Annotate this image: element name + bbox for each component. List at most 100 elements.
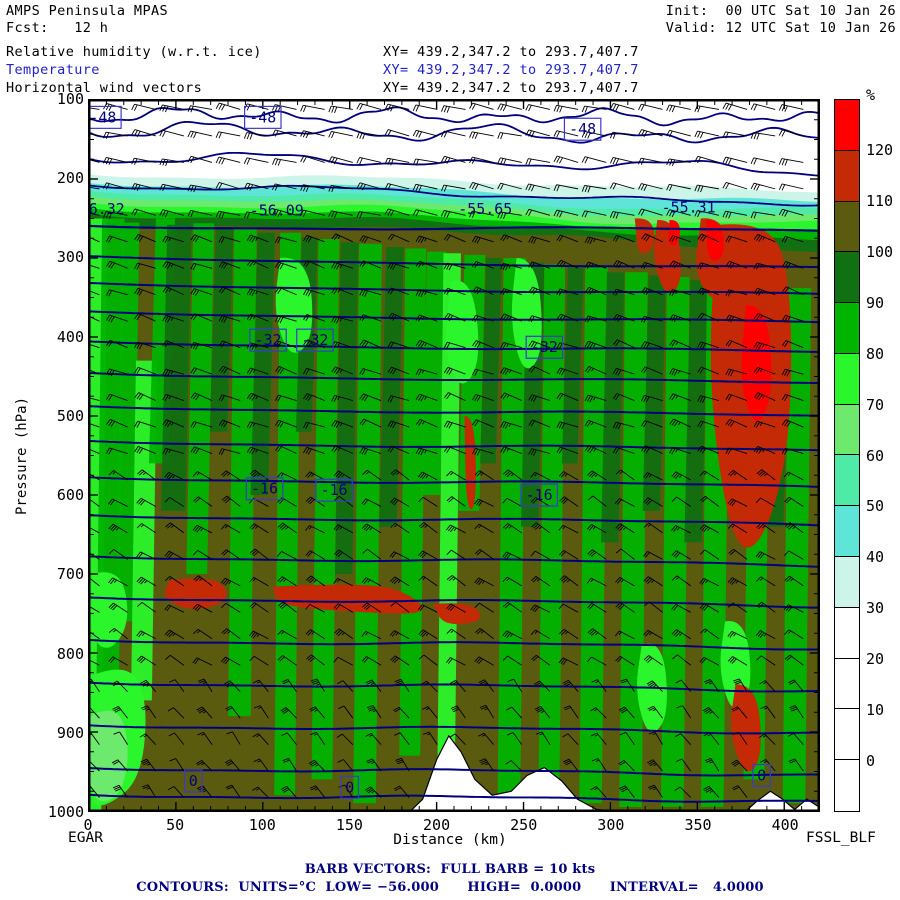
wind-barb	[305, 525, 325, 534]
wind-barb	[788, 758, 804, 772]
wind-barb	[556, 421, 579, 430]
temperature-contour	[89, 555, 819, 568]
wind-barb	[643, 472, 663, 481]
wind-barb	[215, 210, 241, 219]
wind-barb	[136, 655, 156, 666]
wind-barb	[778, 129, 804, 137]
field-label-rh: Relative humidity (w.r.t. ice)	[6, 44, 262, 60]
wind-barb	[356, 131, 382, 140]
wind-barb	[192, 524, 213, 534]
wind-barb	[669, 393, 691, 402]
wind-barb	[755, 630, 776, 640]
colorbar-band	[835, 455, 859, 507]
wind-barb	[308, 759, 326, 772]
wind-barb	[362, 602, 382, 613]
wind-barb	[502, 601, 523, 613]
wind-barb	[443, 233, 466, 243]
wind-barb	[638, 129, 663, 138]
wind-barb	[478, 679, 494, 692]
wind-barb	[197, 731, 213, 745]
cross-section-plot[interactable]: -48 -48 -48 -56.32 -56.09 -55.65 -55.31 -32 -32 -…	[88, 99, 820, 812]
x-tick-label: 250	[510, 816, 538, 834]
y-tick-label: 900	[56, 723, 84, 742]
wind-barb	[331, 394, 353, 402]
moist-streak	[209, 227, 234, 432]
wind-barb	[164, 497, 185, 507]
wind-barb	[105, 393, 128, 402]
temperature-contour	[89, 310, 819, 324]
wind-barb	[417, 604, 438, 613]
wind-barb	[750, 103, 776, 111]
contour-label: -16	[321, 481, 348, 499]
temperature-contour	[89, 151, 819, 177]
wind-barb	[412, 129, 438, 138]
wind-barb	[445, 657, 466, 666]
temperature-contour	[89, 184, 819, 207]
wind-barb	[755, 497, 776, 507]
wind-barb	[359, 314, 382, 322]
field-xy-wind: XY= 439.2,347.2 to 293.7,407.7	[383, 80, 639, 96]
wind-barb	[505, 706, 523, 719]
contour-label: 0	[345, 778, 354, 796]
wind-barb	[530, 575, 551, 587]
wind-barb	[581, 130, 607, 139]
colorbar-tick-label: 0	[866, 752, 876, 771]
wind-barb	[108, 549, 128, 560]
wind-barb	[275, 286, 297, 296]
wind-barb	[359, 447, 382, 456]
wind-barb	[525, 158, 551, 166]
wind-barb	[421, 706, 438, 719]
wind-barb	[728, 548, 748, 560]
contour-label-box	[183, 769, 203, 793]
wind-barb	[309, 785, 326, 798]
wind-barb	[722, 210, 748, 219]
contour-label: -48	[249, 108, 276, 126]
wind-barb	[753, 262, 776, 270]
wind-barb	[472, 286, 494, 296]
wind-barb	[105, 235, 128, 243]
wind-barb	[221, 602, 241, 613]
wind-barb	[584, 236, 607, 245]
wind-barb	[136, 497, 156, 507]
wind-barb	[725, 260, 748, 269]
wind-barb	[563, 705, 579, 719]
x-tick-label: 150	[335, 816, 363, 834]
wind-barb	[500, 313, 522, 322]
wind-barb	[218, 365, 241, 375]
wind-barb	[252, 679, 269, 692]
temperature-contour	[89, 340, 819, 353]
wind-barb	[643, 629, 663, 640]
wind-barb	[274, 261, 297, 270]
wind-barb	[303, 260, 325, 269]
wind-barb	[443, 262, 466, 271]
moist-streak	[116, 222, 140, 622]
wind-barb	[750, 157, 776, 165]
terrain-profile	[89, 734, 819, 811]
wind-barb	[671, 550, 691, 560]
wind-barb	[169, 758, 185, 772]
wind-barb	[333, 656, 354, 666]
plot-canvas: -48 -48 -48 -56.32 -56.09 -55.65 -55.31 -32 -32 -…	[89, 100, 819, 811]
colorbar[interactable]	[834, 99, 860, 812]
wind-barb	[753, 341, 776, 350]
wind-barb	[507, 678, 523, 692]
wind-barb	[140, 758, 157, 772]
wind-barb	[469, 102, 494, 110]
wind-barb	[131, 157, 156, 165]
wind-barb	[444, 392, 466, 402]
wind-barb	[530, 604, 551, 613]
contour-label: -32	[301, 331, 328, 349]
wind-barb	[359, 260, 382, 269]
wind-barb	[89, 577, 100, 587]
wind-barb	[446, 496, 466, 507]
wind-barb	[440, 209, 466, 218]
wind-barb	[412, 104, 438, 112]
wind-barb	[446, 470, 466, 481]
wind-barb	[587, 602, 607, 613]
wind-barb	[756, 601, 776, 613]
wind-barb	[530, 471, 551, 481]
contour-label: -32	[255, 331, 282, 349]
colorbar-band	[835, 353, 859, 405]
wind-barb	[310, 731, 326, 745]
wind-barb	[384, 157, 410, 166]
